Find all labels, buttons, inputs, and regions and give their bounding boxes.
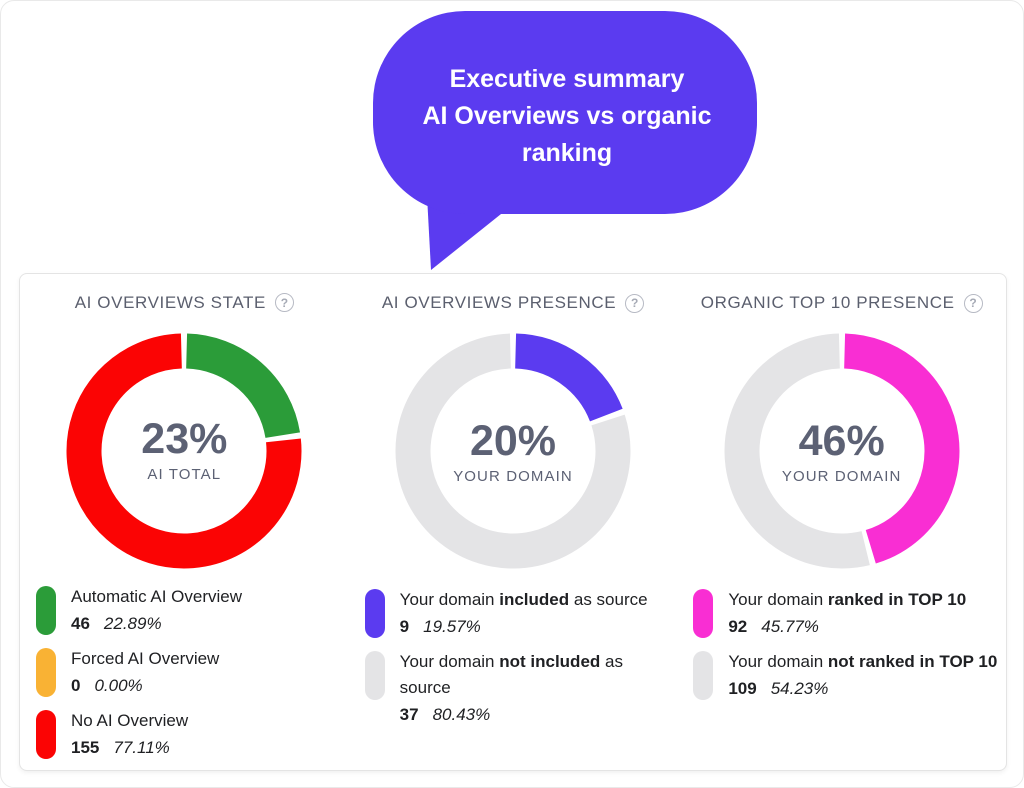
legend-percent: 54.23% — [770, 679, 829, 698]
legend-label: Your domain included as source — [399, 590, 648, 609]
legend-color-pill — [36, 648, 56, 697]
legend-color-pill — [364, 651, 385, 700]
legend: Your domain included as source 9 19.57% Y… — [349, 587, 678, 737]
legend-percent: 77.11% — [113, 738, 170, 757]
legend-item: Your domain not included as source 37 80.… — [364, 649, 678, 728]
speech-bubble: Executive summary AI Overviews vs organi… — [371, 9, 763, 275]
legend-values: 109 54.23% — [728, 675, 997, 702]
legend-values: 0 0.00% — [71, 672, 219, 699]
legend-count: 46 — [71, 614, 90, 633]
panel-header: ORGANIC TOP 10 PRESENCE ? — [701, 291, 983, 315]
legend-count: 92 — [728, 617, 748, 636]
legend-item: Your domain included as source 9 19.57% — [364, 587, 678, 640]
legend-item: Forced AI Overview 0 0.00% — [36, 646, 349, 699]
speech-bubble-shape — [373, 11, 757, 270]
panel-ai-overviews-state: AI OVERVIEWS STATE ? 23% AI TOTAL Automa… — [20, 291, 349, 770]
panel-ai-overviews-presence: AI OVERVIEWS PRESENCE ? 20% YOUR DOMAIN … — [349, 291, 678, 770]
donut-svg — [724, 333, 960, 569]
legend-item: Your domain ranked in TOP 10 92 45.77% — [693, 587, 1006, 640]
legend-count: 0 — [71, 676, 81, 695]
legend-values: 9 19.57% — [400, 613, 648, 640]
legend-label: Your domain not included as source — [399, 652, 623, 697]
legend-percent: 0.00% — [94, 676, 143, 695]
panel-title: ORGANIC TOP 10 PRESENCE — [700, 293, 955, 312]
legend-label: Automatic AI Overview — [71, 587, 243, 606]
bubble-line-2: AI Overviews vs organic — [422, 102, 712, 130]
legend-label: Your domain not ranked in TOP 10 — [728, 652, 998, 671]
help-icon[interactable]: ? — [625, 293, 645, 313]
legend-values: 92 45.77% — [728, 613, 966, 640]
legend-color-pill — [364, 589, 385, 638]
legend: Your domain ranked in TOP 10 92 45.77% Yo… — [677, 587, 1006, 711]
legend-percent: 45.77% — [761, 617, 819, 636]
panel-organic-top10-presence: ORGANIC TOP 10 PRESENCE ? 46% YOUR DOMAI… — [677, 291, 1006, 770]
speech-bubble-text: Executive summary AI Overviews vs organi… — [397, 61, 737, 172]
help-icon[interactable]: ? — [963, 293, 983, 313]
legend-label: Your domain ranked in TOP 10 — [728, 590, 967, 609]
executive-summary-card: AI OVERVIEWS STATE ? 23% AI TOTAL Automa… — [19, 273, 1007, 771]
legend-percent: 22.89% — [103, 614, 162, 633]
legend-label: No AI Overview — [71, 711, 189, 730]
panel-title: AI OVERVIEWS PRESENCE — [381, 293, 617, 312]
help-icon[interactable]: ? — [274, 293, 294, 313]
bubble-line-1: Executive summary — [449, 65, 685, 93]
legend-label: Forced AI Overview — [71, 649, 220, 668]
legend-percent: 80.43% — [432, 705, 491, 724]
legend-values: 37 80.43% — [400, 701, 678, 728]
donut-svg — [395, 333, 631, 569]
legend-count: 9 — [399, 617, 410, 636]
legend-color-pill — [693, 651, 714, 700]
donut-svg — [66, 333, 302, 569]
legend-color-pill — [36, 710, 56, 759]
legend-values: 155 77.11% — [71, 734, 188, 761]
panel-header: AI OVERVIEWS PRESENCE ? — [381, 291, 645, 315]
legend-count: 155 — [71, 738, 100, 757]
panel-title: AI OVERVIEWS STATE — [74, 292, 266, 312]
donut-chart-ai-state: 23% AI TOTAL — [66, 333, 302, 569]
bubble-line-3: ranking — [521, 139, 613, 167]
legend-percent: 19.57% — [423, 617, 481, 636]
legend-color-pill — [693, 589, 714, 638]
legend-count: 37 — [399, 705, 419, 724]
legend-color-pill — [36, 586, 56, 635]
panel-header: AI OVERVIEWS STATE ? — [75, 291, 294, 315]
legend-item: Automatic AI Overview 46 22.89% — [36, 584, 349, 637]
legend-item: Your domain not ranked in TOP 10 109 54.2… — [693, 649, 1006, 702]
donut-chart-ai-presence: 20% YOUR DOMAIN — [395, 333, 631, 569]
legend-values: 46 22.89% — [71, 610, 242, 637]
legend-count: 109 — [728, 679, 757, 698]
donut-chart-organic-top10: 46% YOUR DOMAIN — [724, 333, 960, 569]
legend-item: No AI Overview 155 77.11% — [36, 708, 349, 761]
legend: Automatic AI Overview 46 22.89% Forced AI… — [20, 584, 349, 770]
